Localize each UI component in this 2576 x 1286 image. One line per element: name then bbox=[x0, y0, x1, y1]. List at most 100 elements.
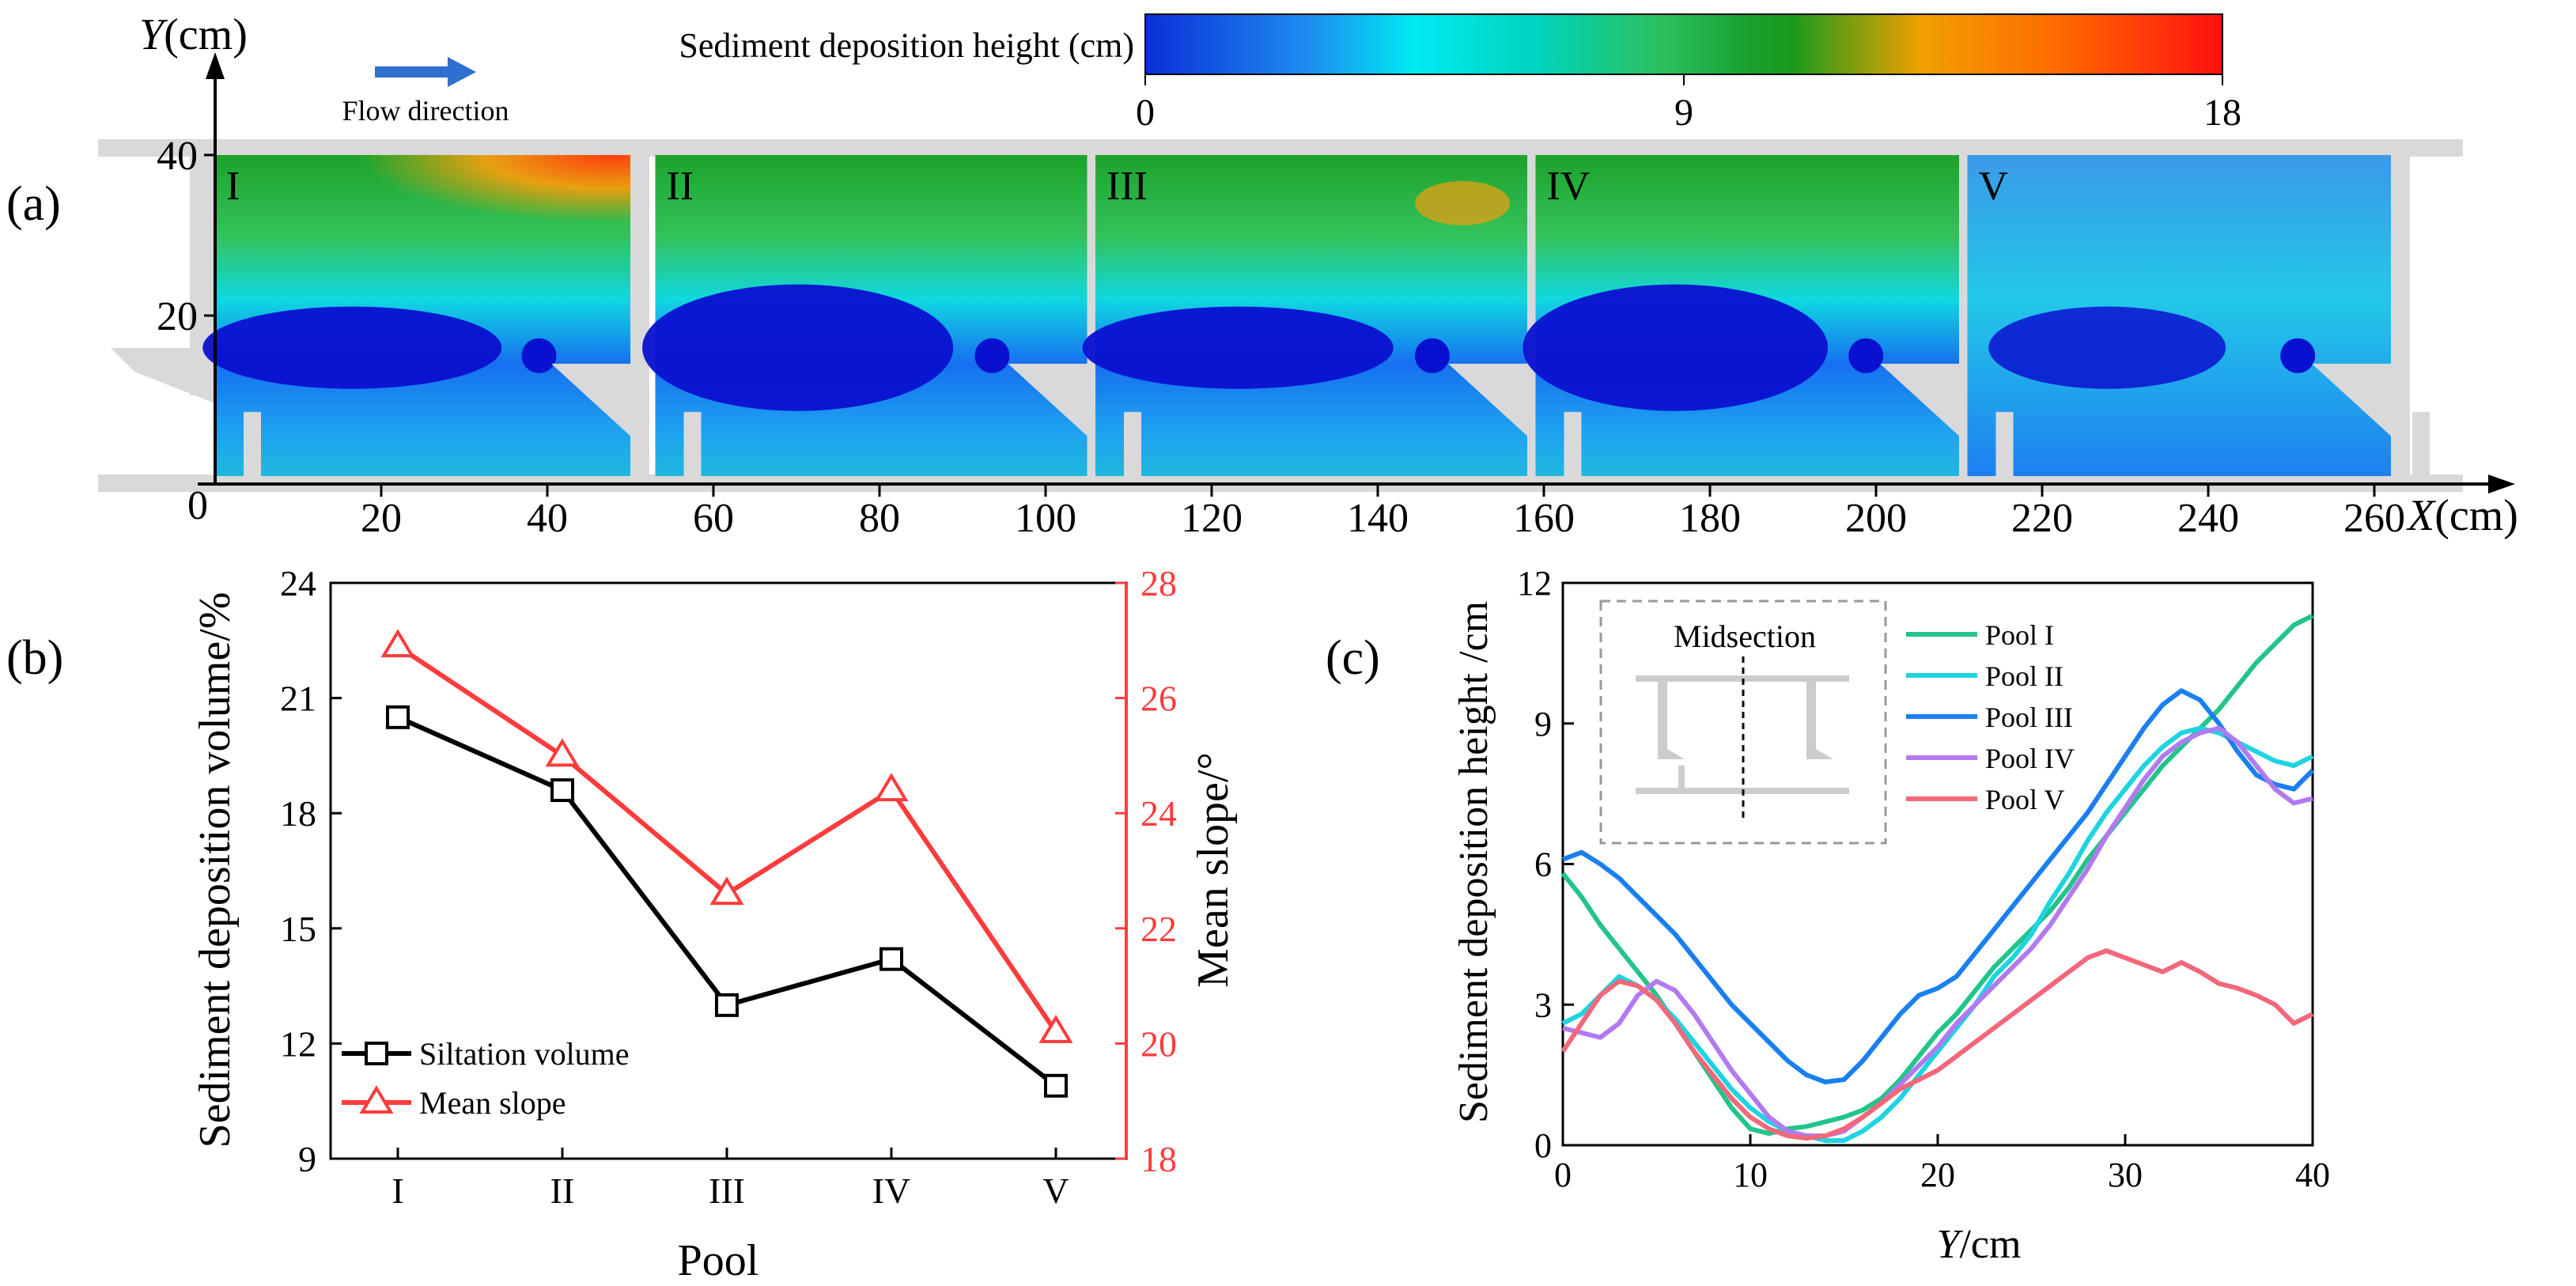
x-tick-label: 10 bbox=[1733, 1156, 1768, 1194]
legend-label: Pool I bbox=[1985, 619, 2054, 651]
x-tick-label: 40 bbox=[527, 496, 568, 541]
series-c bbox=[1560, 613, 2315, 1144]
x-tick-label: 240 bbox=[2177, 496, 2239, 541]
y2-axis-title-b: Mean slope/° bbox=[1189, 752, 1238, 988]
pool-label: IV bbox=[1547, 164, 1591, 209]
flow-arrow-icon bbox=[375, 57, 476, 87]
channel-walls bbox=[98, 139, 2463, 492]
origin-label: 0 bbox=[187, 483, 208, 528]
y-tick-label: 12 bbox=[280, 1023, 316, 1064]
panel-c: (c) Sediment deposition height /cm Y/cm … bbox=[1326, 564, 2330, 1267]
x-tick-label: III bbox=[709, 1171, 745, 1211]
x-tick-label: 260 bbox=[2343, 496, 2405, 541]
pool-wall bbox=[630, 155, 649, 476]
sill bbox=[1124, 411, 1141, 476]
y-tick-label: 0 bbox=[1534, 1126, 1552, 1165]
legend-label: Pool IV bbox=[1985, 743, 2075, 774]
pool-wall bbox=[2391, 155, 2410, 476]
baffle bbox=[2312, 363, 2391, 437]
y-axis-title-b: Sediment deposition volume/% bbox=[191, 592, 240, 1148]
sill bbox=[1995, 411, 2014, 476]
plot-frame-c bbox=[1561, 581, 2314, 1147]
colorbar-title: Sediment deposition height (cm) bbox=[679, 26, 1134, 65]
scour-spot bbox=[974, 338, 1010, 373]
x-tick-label: 0 bbox=[1554, 1156, 1572, 1194]
scour-spot bbox=[1414, 338, 1450, 373]
marker-siltation bbox=[386, 705, 410, 729]
x-axis-title-b: Pool bbox=[678, 1236, 759, 1285]
y-tick-label: 9 bbox=[298, 1139, 316, 1179]
pool-heatmaps: I II III IV V bbox=[202, 155, 2410, 476]
svg-text:Y(cm): Y(cm) bbox=[139, 10, 248, 59]
x-tick-label: 80 bbox=[859, 496, 900, 541]
pool-II: II bbox=[642, 155, 1106, 476]
baffle bbox=[1008, 363, 1088, 437]
svg-text:Y/cm: Y/cm bbox=[1937, 1222, 2022, 1267]
series-line-pool-1 bbox=[1560, 613, 2314, 1137]
x-tick-label: IV bbox=[872, 1171, 911, 1211]
pool-label: II bbox=[667, 164, 694, 209]
baffle bbox=[1448, 363, 1527, 437]
legend-b: Siltation volume Mean slope bbox=[342, 1036, 630, 1121]
colorbar bbox=[1144, 13, 2223, 75]
x-tick-label: 140 bbox=[1347, 496, 1409, 541]
scour-zone bbox=[642, 284, 954, 411]
y-tick-label: 20 bbox=[157, 294, 198, 339]
x-tick-label: 30 bbox=[2108, 1156, 2143, 1194]
sill bbox=[244, 411, 261, 476]
x-tick-label: 60 bbox=[693, 496, 734, 541]
x-tick-label: 200 bbox=[1845, 496, 1907, 541]
y-axis-var: Y bbox=[139, 10, 168, 59]
legend-label-siltation: Siltation volume bbox=[419, 1036, 630, 1072]
colorbar-tick-label: 9 bbox=[1674, 92, 1693, 134]
series-line-mean-slope bbox=[396, 644, 1058, 1034]
x-axis-var: X bbox=[2406, 491, 2437, 540]
x-tick-label: 180 bbox=[1679, 496, 1741, 541]
y2-tick-label: 24 bbox=[1140, 793, 1177, 834]
series-line-pool-4 bbox=[1562, 725, 2313, 1139]
legend-label: Pool V bbox=[1985, 784, 2064, 815]
x-tick-label: 220 bbox=[2011, 496, 2073, 541]
legend-c: Pool I Pool II Pool III Pool IV Pool V bbox=[1906, 619, 2075, 815]
marker-mean-slope bbox=[874, 773, 909, 802]
scour-zone bbox=[1523, 284, 1828, 411]
panel-label-c: (c) bbox=[1326, 631, 1380, 685]
x-tick-label: 100 bbox=[1015, 496, 1076, 541]
axis-x-a bbox=[198, 475, 2515, 494]
sill bbox=[683, 411, 702, 476]
x-tick-label: II bbox=[550, 1171, 575, 1211]
panel-b: (b) Sediment deposition volume/% Mean sl… bbox=[6, 563, 1238, 1285]
y-tick-label: 3 bbox=[1534, 985, 1552, 1024]
marker-mean-slope bbox=[709, 876, 744, 906]
y-tick-label: 24 bbox=[280, 563, 316, 603]
y-axis-title-c: Sediment deposition height /cm bbox=[1451, 601, 1496, 1123]
series-b bbox=[380, 629, 1073, 1098]
y-tick-label: 40 bbox=[157, 134, 198, 179]
deposition-hotspot bbox=[215, 155, 630, 268]
axes-c: 0 10 20 30 40 0 3 6 9 12 bbox=[1517, 564, 2330, 1194]
scour-spot bbox=[2280, 338, 2316, 373]
scour-spot bbox=[521, 338, 557, 373]
colorbar-ticks bbox=[1144, 74, 2223, 85]
inset-midsection: Midsection bbox=[1599, 600, 1887, 845]
marker-mean-slope bbox=[380, 629, 415, 658]
scour-spot bbox=[1848, 338, 1884, 373]
series-line-pool-3 bbox=[1561, 688, 2315, 1085]
sill bbox=[1564, 411, 1582, 476]
plot-frame-b bbox=[329, 581, 1128, 1160]
scour-zone bbox=[202, 306, 502, 389]
scour-zone bbox=[1988, 306, 2226, 389]
marker-siltation bbox=[715, 993, 739, 1017]
y2-tick-label: 18 bbox=[1140, 1139, 1177, 1179]
y-tick-label: 15 bbox=[280, 909, 316, 949]
colorbar-tick-label: 18 bbox=[2203, 92, 2241, 134]
y-tick-label: 12 bbox=[1517, 564, 1552, 603]
marker-siltation bbox=[879, 947, 903, 971]
x-tick-label: 20 bbox=[1920, 1156, 1955, 1194]
inset-label: Midsection bbox=[1674, 618, 1816, 654]
deposition-hotspot bbox=[1415, 180, 1511, 225]
y2-tick-label: 20 bbox=[1140, 1023, 1177, 1064]
svg-text:X(cm): X(cm) bbox=[2406, 491, 2518, 540]
